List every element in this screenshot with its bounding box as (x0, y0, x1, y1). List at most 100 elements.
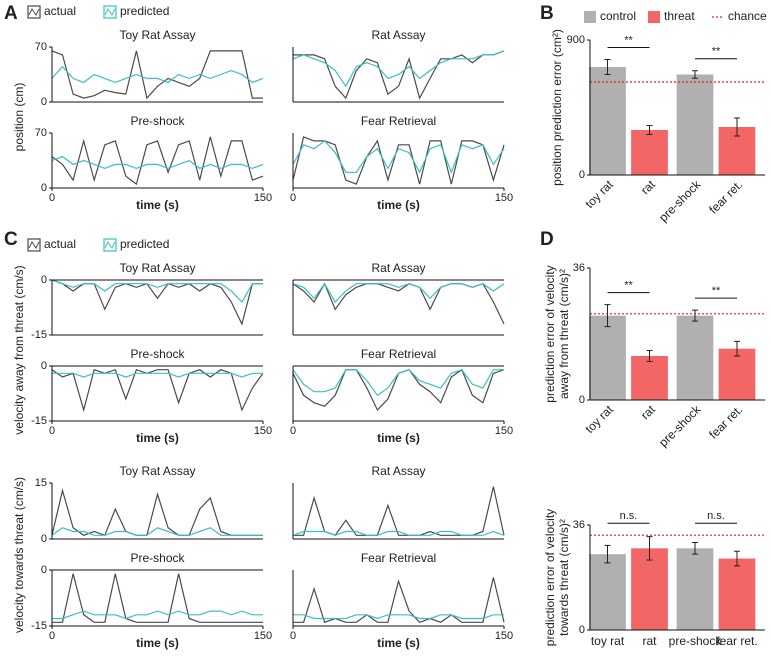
legend-swatch (103, 238, 117, 252)
x-tick-label: 150 (254, 425, 272, 437)
trace (292, 140, 505, 174)
error-bar (734, 550, 740, 567)
y-tick-label: 0 (579, 624, 585, 636)
x-axis-label: time (s) (136, 431, 179, 445)
y-axis-label: away from threat (cm/s)² (557, 269, 571, 399)
legend-swatch (584, 11, 596, 23)
trace (292, 368, 504, 397)
legend-swatch (648, 11, 660, 23)
legend-label: chance (728, 9, 767, 23)
x-tick-label: toy rat (582, 402, 616, 436)
x-tick-label: 0 (290, 425, 296, 437)
error-bar (646, 350, 653, 362)
y-axis-label: velocity away from threat (cm/s) (12, 265, 26, 434)
y-tick-label: 0 (41, 182, 47, 194)
trace (292, 50, 505, 88)
significance-label: n.s. (620, 510, 638, 522)
y-tick-label: 0 (579, 394, 585, 406)
legend-swatch (27, 5, 41, 19)
x-tick-label: 150 (495, 425, 513, 437)
trace (51, 136, 264, 186)
x-tick-label: 0 (49, 630, 55, 642)
trace (51, 279, 263, 326)
error-bar (734, 117, 740, 137)
legend-swatch-line (104, 8, 116, 16)
trace (52, 372, 263, 378)
x-tick-label: toy rat (591, 634, 625, 648)
x-tick-label: rat (638, 177, 658, 197)
x-tick-label: 150 (254, 630, 272, 642)
trace (52, 610, 263, 620)
x-tick-label: pre-shock (669, 634, 723, 648)
x-tick-label: rat (642, 634, 657, 648)
x-tick-label: fear ret. (706, 402, 745, 441)
trace (51, 527, 263, 536)
bar (718, 348, 756, 400)
y-tick-label: 70 (35, 127, 47, 139)
panel-title: Pre-shock (130, 551, 185, 565)
legend-swatch (103, 5, 117, 19)
error-bar (604, 544, 611, 564)
x-axis-label: time (s) (136, 636, 179, 650)
x-tick-label: 0 (49, 425, 55, 437)
significance-label: ** (624, 34, 633, 46)
x-tick-label: rat (638, 402, 658, 422)
trace (292, 282, 505, 303)
trace (52, 573, 263, 623)
significance-label: ** (712, 285, 721, 297)
panel-title: Rat Assay (371, 28, 425, 42)
bar (631, 130, 668, 175)
trace (292, 530, 505, 536)
panel-label: A (4, 3, 18, 24)
trace (51, 50, 263, 100)
x-tick-label: 0 (290, 630, 296, 642)
y-tick-label: 15 (35, 477, 47, 489)
x-tick-label: pre-shock (656, 177, 704, 225)
bar (718, 558, 756, 630)
y-tick-label: 0 (41, 564, 47, 576)
x-axis-label: time (s) (377, 198, 420, 212)
error-bar (646, 536, 653, 561)
bar (676, 74, 714, 175)
x-axis-label: time (s) (377, 431, 420, 445)
panel-label: B (540, 3, 554, 24)
bar (631, 356, 668, 400)
legend-swatch-line (28, 8, 40, 16)
bar (631, 548, 668, 630)
legend-label: predicted (120, 237, 169, 251)
panel-title: Toy Rat Assay (119, 261, 195, 275)
panel-title: Rat Assay (371, 261, 425, 275)
panel-title: Fear Retrieval (361, 551, 436, 565)
y-axis-label: position prediction error (cm²) (550, 29, 564, 186)
bar (589, 554, 626, 630)
x-tick-label: 150 (495, 630, 513, 642)
y-axis-label: position (cm) (12, 83, 26, 152)
legend-swatch (27, 238, 41, 252)
legend-label: control (600, 9, 636, 23)
trace (292, 282, 505, 325)
y-tick-label: 36 (573, 262, 585, 274)
trace (51, 155, 264, 170)
panel-title: Pre-shock (130, 347, 185, 361)
trace (292, 136, 505, 185)
trace (51, 368, 264, 413)
error-bar (692, 70, 698, 79)
bar (589, 315, 626, 400)
panel-label: C (4, 229, 18, 250)
y-tick-label: -15 (31, 329, 47, 341)
legend-label: actual (44, 237, 76, 251)
x-axis-label: time (s) (377, 636, 420, 650)
y-tick-label: 36 (573, 519, 585, 531)
significance-label: ** (712, 46, 721, 58)
trace (51, 65, 264, 84)
y-tick-label: -15 (31, 620, 47, 632)
y-tick-label: 0 (41, 274, 47, 286)
error-bar (692, 542, 698, 555)
y-tick-label: 0 (579, 169, 585, 181)
panel-label: D (540, 229, 554, 250)
legend-swatch-line (104, 241, 116, 249)
bar (676, 315, 714, 400)
x-axis-label: time (s) (136, 198, 179, 212)
legend-label: predicted (120, 4, 169, 18)
